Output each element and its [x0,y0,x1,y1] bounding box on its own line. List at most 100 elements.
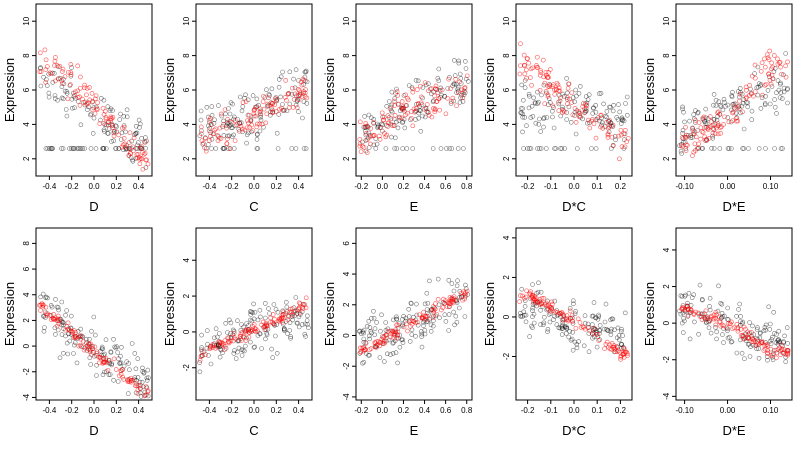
observed-point [608,317,613,323]
x-tick-label: -0.4 [202,182,216,191]
observed-point [605,328,611,334]
observed-point [59,299,65,305]
fitted-point [382,338,388,344]
fitted-point [439,87,445,93]
observed-point [413,117,418,122]
fitted-point [286,105,292,111]
observed-point [366,318,372,324]
observed-point [361,327,367,333]
observed-point [250,93,256,98]
observed-point [134,130,140,136]
fitted-point [127,130,133,136]
fitted-point [702,315,707,320]
observed-point [553,146,559,151]
observed-point [391,340,396,345]
observed-point [113,146,118,151]
fitted-point [759,60,765,66]
observed-point [725,328,730,334]
observed-point [111,138,116,144]
fitted-point [707,114,713,119]
observed-point [40,291,46,297]
fitted-point [206,128,212,134]
fitted-point [203,352,209,357]
x-tick-label: -0.1 [544,182,558,191]
observed-point [682,139,688,145]
fitted-point [773,355,779,361]
observed-point [139,136,144,141]
fitted-point [528,289,534,295]
fitted-point [381,339,387,344]
fitted-point [221,122,226,127]
fitted-point [598,113,604,118]
fitted-point [703,138,708,144]
fitted-point [435,297,441,302]
y-tick-label: 8 [502,53,511,58]
observed-point [680,330,686,335]
fitted-point [301,77,307,83]
observed-point [599,115,604,121]
fitted-point [297,93,302,98]
observed-point [243,343,248,349]
observed-point [457,71,463,77]
fitted-point [617,156,622,162]
observed-point [213,146,219,151]
observed-point [713,97,719,103]
observed-point [257,314,263,320]
observed-point [767,101,773,107]
fitted-point [376,133,382,139]
fitted-point [698,136,703,142]
fitted-point [118,368,124,374]
fitted-point [565,318,571,324]
observed-point [531,320,537,326]
observed-point [610,108,616,114]
fitted-point [126,140,132,145]
observed-point [396,118,402,123]
observed-point [392,146,398,151]
observed-point [374,141,380,147]
fitted-point [60,66,66,72]
fitted-point [537,87,543,93]
y-axis-title: Expression [162,58,177,122]
observed-point [423,82,429,88]
observed-point [560,320,566,326]
fitted-point [572,106,578,111]
fitted-point [722,114,727,120]
observed-point [251,301,256,307]
fitted-point [282,95,288,100]
y-axis-title: Expression [2,282,17,346]
observed-point [386,99,392,104]
observed-point [408,301,414,306]
observed-point [70,146,76,151]
observed-point [521,309,527,315]
y-axis-title: Expression [642,282,657,346]
fitted-point [141,393,147,399]
x-tick-label: 0.0 [88,182,100,191]
fitted-point [364,150,370,155]
observed-point [590,111,596,116]
observed-point [293,295,299,300]
fitted-point [405,110,410,116]
fitted-point [738,326,744,332]
fitted-point [286,314,292,319]
observed-point [695,110,701,116]
observed-point [55,327,61,333]
observed-point [428,322,434,328]
fitted-point [553,309,558,315]
fitted-point [84,85,90,91]
y-tick-label: 2 [22,156,31,161]
observed-point [383,146,389,151]
fitted-point [76,343,82,349]
fitted-point [44,313,49,318]
fitted-point [440,305,446,310]
observed-point [41,328,47,334]
fitted-point [565,101,570,107]
observed-point [725,115,731,120]
fitted-point [251,107,257,113]
observed-point [427,278,432,284]
x-axis-title: C [249,423,258,438]
observed-point [776,328,782,334]
observed-point [232,348,237,353]
fitted-point [119,144,125,150]
fitted-point [135,387,141,393]
